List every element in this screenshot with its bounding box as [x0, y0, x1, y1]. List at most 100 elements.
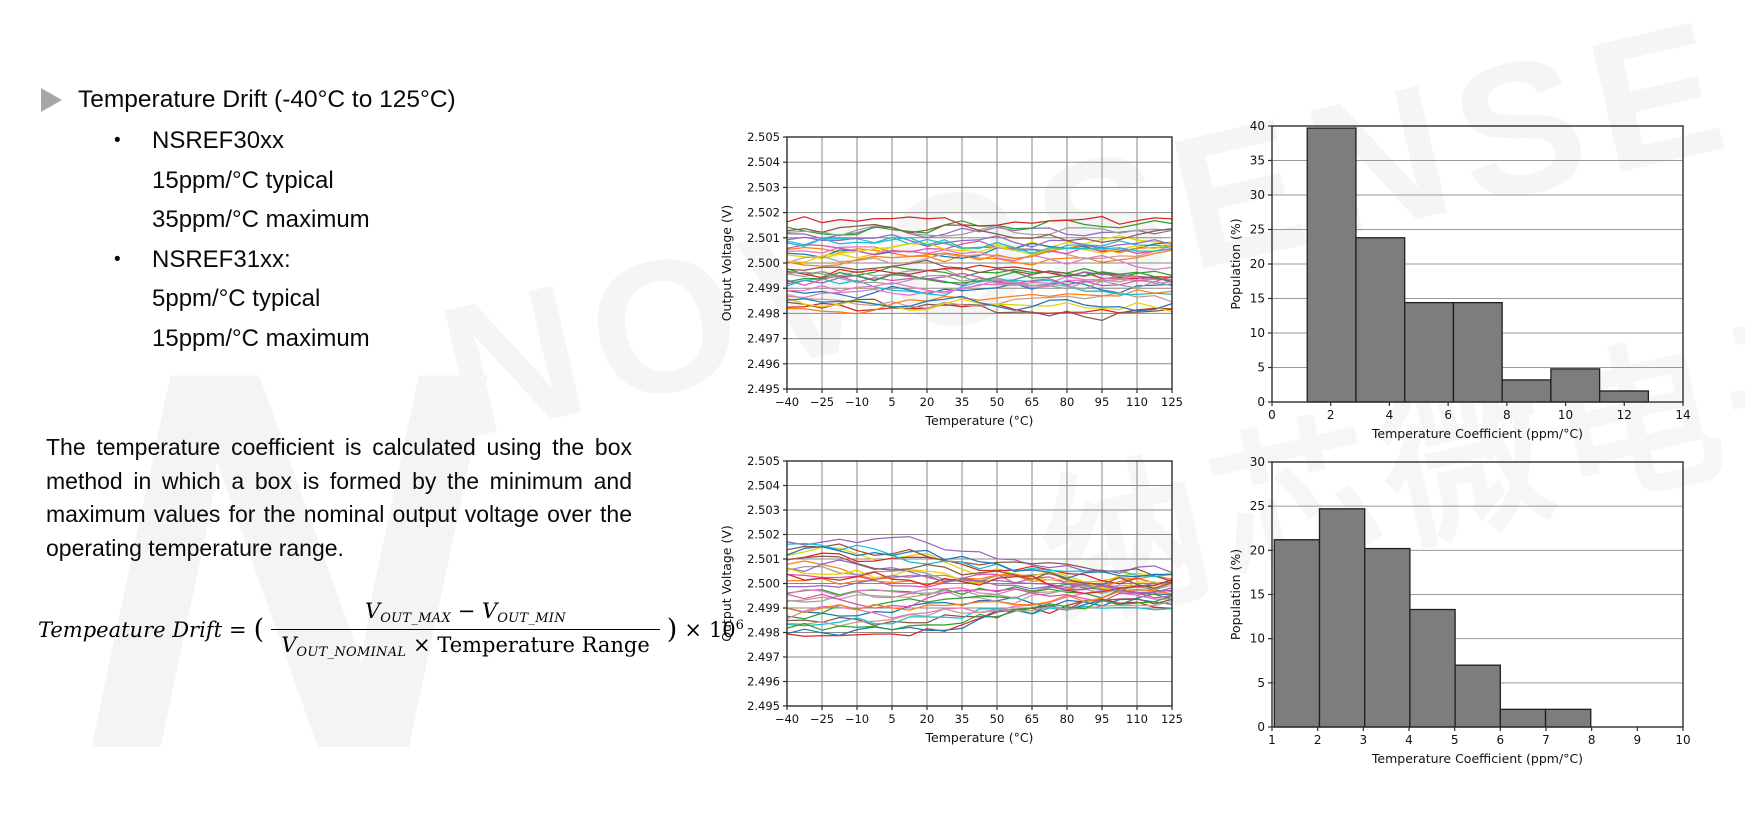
bullet-subitem: 15ppm/°C typical — [114, 161, 370, 201]
formula-denominator: VOUT_NOMINAL × Temperature Range — [271, 628, 660, 662]
svg-text:95: 95 — [1095, 712, 1110, 726]
formula-lhs: Tempeature Drift — [38, 617, 223, 642]
svg-text:2.503: 2.503 — [747, 503, 780, 517]
svg-text:10: 10 — [1250, 326, 1265, 340]
svg-text:2.502: 2.502 — [747, 206, 780, 220]
svg-text:−25: −25 — [810, 395, 834, 409]
formula-var: V — [365, 599, 381, 623]
svg-text:2.499: 2.499 — [747, 281, 780, 295]
svg-text:25: 25 — [1250, 223, 1265, 237]
bullet-dot: • — [114, 248, 121, 270]
svg-text:12: 12 — [1617, 408, 1632, 422]
svg-text:10: 10 — [1250, 632, 1265, 646]
formula-equals: = — [229, 617, 247, 642]
svg-text:30: 30 — [1250, 188, 1265, 202]
svg-text:125: 125 — [1161, 395, 1183, 409]
svg-text:−10: −10 — [845, 395, 869, 409]
formula-times: × — [413, 632, 431, 657]
svg-text:65: 65 — [1025, 712, 1040, 726]
svg-text:95: 95 — [1095, 395, 1110, 409]
svg-text:Temperature (°C): Temperature (°C) — [925, 730, 1034, 745]
chart-output-voltage-vs-temperature-bottom: −40 −25 −10 5 20 35 50 65 80 95 110 125 2.495 2.496 2.… — [719, 454, 1183, 745]
bullet-item: • NSREF30xx — [114, 121, 370, 161]
svg-text:Temperature Coefficient (ppm/°: Temperature Coefficient (ppm/°C) — [1371, 751, 1583, 766]
bullet-text: 15ppm/°C typical — [152, 166, 334, 194]
formula-pow-base: 10 — [708, 617, 736, 642]
svg-text:0: 0 — [1268, 408, 1276, 422]
bullet-dot — [114, 279, 152, 319]
svg-text:2: 2 — [1327, 408, 1335, 422]
bullet-dot: • — [114, 130, 121, 151]
svg-text:4: 4 — [1386, 408, 1394, 422]
svg-text:2.495: 2.495 — [747, 382, 780, 396]
svg-text:Temperature (°C): Temperature (°C) — [925, 413, 1034, 428]
svg-text:2.503: 2.503 — [747, 180, 780, 194]
svg-text:5: 5 — [1451, 733, 1459, 747]
svg-text:15: 15 — [1250, 588, 1265, 602]
svg-text:2.504: 2.504 — [747, 479, 780, 493]
svg-text:Population (%): Population (%) — [1228, 218, 1243, 309]
svg-text:2.501: 2.501 — [747, 231, 780, 245]
svg-text:Output Voltage (V): Output Voltage (V) — [719, 525, 734, 642]
svg-text:14: 14 — [1675, 408, 1690, 422]
chart-temperature-coefficient-histogram-bottom: 1 2 3 4 5 6 7 8 9 10 0 5 10 15 20 25 30 Temperature Coeff… — [1228, 455, 1691, 766]
svg-text:4: 4 — [1405, 733, 1413, 747]
svg-text:2.505: 2.505 — [747, 454, 780, 468]
svg-text:50: 50 — [990, 395, 1005, 409]
svg-text:2.500: 2.500 — [747, 256, 780, 270]
svg-text:110: 110 — [1126, 712, 1148, 726]
formula-subscript: OUT_NOMINAL — [296, 644, 407, 660]
svg-text:8: 8 — [1503, 408, 1511, 422]
svg-text:30: 30 — [1250, 455, 1265, 469]
page-title: Temperature Drift (-40°C to 125°C) — [78, 86, 456, 113]
svg-text:20: 20 — [1250, 257, 1265, 271]
svg-text:2.502: 2.502 — [747, 528, 780, 542]
formula-fraction: VOUT_MAX − VOUT_MIN VOUT_NOMINAL × Tempe… — [271, 598, 660, 662]
svg-text:2.497: 2.497 — [747, 650, 780, 664]
formula-pow: 106 — [709, 618, 744, 642]
svg-text:15: 15 — [1250, 292, 1265, 306]
formula-close-paren: ) — [666, 614, 678, 646]
svg-text:2: 2 — [1314, 733, 1322, 747]
svg-text:2.496: 2.496 — [747, 675, 780, 689]
svg-text:2.501: 2.501 — [747, 552, 780, 566]
svg-text:5: 5 — [1257, 361, 1265, 375]
bullet-dot — [114, 161, 152, 201]
svg-text:110: 110 — [1126, 395, 1148, 409]
svg-text:6: 6 — [1497, 733, 1505, 747]
svg-text:5: 5 — [1257, 676, 1265, 690]
svg-text:35: 35 — [955, 712, 970, 726]
svg-text:2.498: 2.498 — [747, 306, 780, 320]
svg-text:20: 20 — [920, 395, 935, 409]
chart-temperature-coefficient-histogram-top: 0 2 4 6 8 10 12 14 0 5 10 15 20 25 30 35 40 Temperature C… — [1228, 119, 1691, 441]
formula-subscript: OUT_MAX — [380, 611, 452, 626]
formula-times: × — [684, 617, 702, 642]
bullet-text: 35ppm/°C maximum — [152, 206, 370, 233]
svg-text:7: 7 — [1542, 733, 1550, 747]
svg-text:35: 35 — [955, 395, 970, 409]
svg-text:2.495: 2.495 — [747, 699, 780, 713]
formula-var: V — [482, 599, 498, 623]
svg-text:80: 80 — [1060, 395, 1075, 409]
bullet-text: 5ppm/°C typical — [152, 285, 321, 312]
formula-numerator: VOUT_MAX − VOUT_MIN — [355, 598, 576, 629]
svg-text:25: 25 — [1250, 499, 1265, 513]
svg-text:0: 0 — [1257, 720, 1265, 734]
svg-text:Population (%): Population (%) — [1228, 549, 1243, 640]
formula-subscript: OUT_MIN — [497, 611, 566, 626]
bullet-text: NSREF31xx: — [152, 245, 291, 273]
svg-text:20: 20 — [1250, 543, 1265, 557]
formula-minus: − — [457, 599, 476, 623]
description-paragraph: The temperature coefficient is calculate… — [46, 434, 632, 561]
temperature-drift-formula: Tempeature Drift = ( VOUT_MAX − VOUT_MIN… — [38, 598, 744, 662]
formula-text: Temperature Range — [437, 632, 650, 657]
svg-text:−40: −40 — [775, 712, 799, 726]
bullet-dot — [114, 200, 152, 240]
svg-text:5: 5 — [888, 395, 895, 409]
svg-text:2.500: 2.500 — [747, 577, 780, 591]
bullet-text: 15ppm/°C maximum — [152, 324, 370, 352]
svg-text:0: 0 — [1257, 395, 1265, 409]
svg-text:65: 65 — [1025, 395, 1040, 409]
bullet-item: • NSREF31xx: — [114, 240, 370, 280]
svg-text:5: 5 — [888, 712, 895, 726]
